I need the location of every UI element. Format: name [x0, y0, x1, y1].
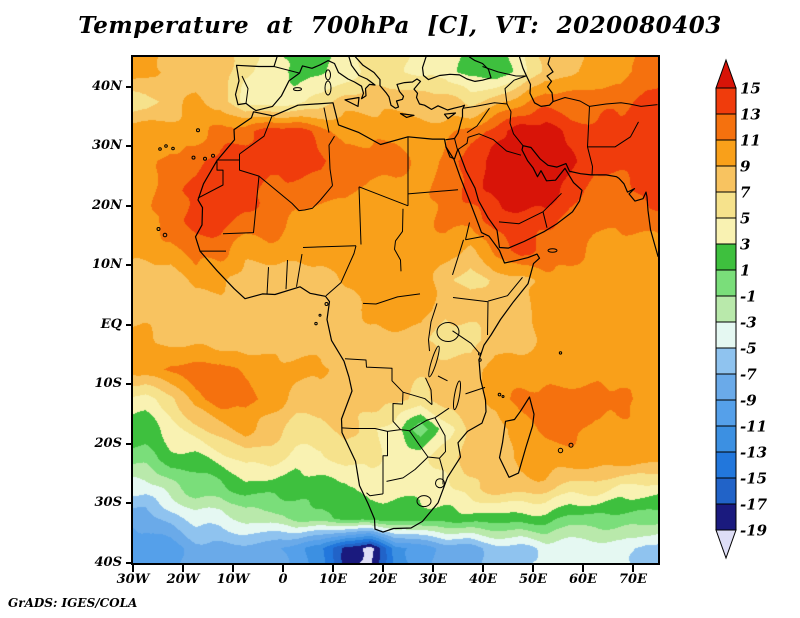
lat-tick-label: 40S: [94, 555, 122, 570]
colorbar-label: -19: [740, 522, 768, 540]
colorbar-label: -17: [740, 496, 768, 514]
colorbar-label: 5: [740, 210, 750, 228]
lat-tick-label: 40N: [92, 78, 122, 94]
colorbar-label: -3: [740, 314, 757, 332]
lon-tick: [132, 565, 134, 572]
colorbar-box: [715, 321, 737, 349]
lat-tick: [126, 264, 133, 267]
map-area: [131, 55, 660, 565]
lon-tick-label: 10E: [319, 572, 347, 587]
lon-tick: [232, 565, 234, 572]
colorbar-label: 13: [740, 106, 761, 124]
lat-tick-label: EQ: [100, 316, 122, 332]
lon-tick-label: 30E: [419, 572, 447, 587]
lon-tick: [332, 565, 334, 572]
colorbar: 15 13 11 9 7 5 3 1 -1 -3 -5 -7 -9 -11 -13 -15 -17 -19: [715, 58, 768, 560]
lon-tick-label: 20E: [369, 572, 397, 587]
lat-tick: [126, 442, 133, 445]
colorbar-box: [715, 217, 737, 245]
plot-title: Temperature at 700hPa [C], VT: 202008040…: [78, 12, 722, 39]
lat-tick-label: 10N: [92, 257, 122, 273]
temperature-shading-canvas: [133, 57, 658, 563]
colorbar-box: [715, 165, 737, 193]
colorbar-label: -13: [740, 444, 767, 462]
lat-tick: [126, 145, 133, 148]
lon-tick-label: 40E: [469, 572, 497, 587]
lon-tick: [182, 565, 184, 572]
colorbar-box: [715, 477, 737, 505]
colorbar-label: -1: [740, 288, 757, 306]
colorbar-label: 15: [740, 80, 761, 98]
lat-tick: [126, 323, 133, 326]
colorbar-label: -11: [740, 418, 767, 436]
colorbar-arrow-bottom: [715, 529, 737, 560]
colorbar-box: [715, 373, 737, 401]
colorbar-arrow-top: [715, 58, 737, 89]
lon-tick: [432, 565, 434, 572]
lon-tick-label: 30W: [116, 572, 150, 587]
colorbar-box: [715, 113, 737, 141]
colorbar-box: [715, 425, 737, 453]
lon-tick: [282, 565, 284, 572]
colorbar-box: [715, 191, 737, 219]
lat-tick-label: 20S: [94, 435, 122, 451]
lon-tick: [532, 565, 534, 572]
colorbar-box: [715, 87, 737, 115]
colorbar-label: 7: [740, 184, 751, 202]
colorbar-label: 11: [740, 132, 761, 150]
colorbar-label: 1: [740, 262, 750, 280]
colorbar-label: 3: [740, 236, 750, 254]
lat-tick: [126, 562, 133, 564]
lon-tick-label: 60E: [569, 572, 597, 587]
lon-tick-label: 50E: [519, 572, 547, 587]
lat-tick-label: 30S: [94, 495, 122, 511]
colorbar-box: [715, 451, 737, 479]
colorbar-box: [715, 399, 737, 427]
colorbar-box: [715, 139, 737, 167]
lon-tick: [382, 565, 384, 572]
lon-tick-label: 0: [278, 572, 288, 587]
colorbar-label: 9: [740, 158, 751, 176]
lat-tick-label: 30N: [92, 138, 122, 154]
colorbar-box: [715, 295, 737, 323]
lon-tick: [632, 565, 634, 572]
colorbar-box: [715, 269, 737, 297]
lat-tick-label: 20N: [92, 197, 122, 213]
colorbar-box: [715, 347, 737, 375]
lat-tick: [126, 204, 133, 207]
lon-tick: [482, 565, 484, 572]
colorbar-label: -5: [740, 340, 757, 358]
lat-tick: [126, 85, 133, 88]
colorbar-label: -7: [740, 366, 757, 384]
lat-tick: [126, 383, 133, 386]
colorbar-label: -15: [740, 470, 767, 488]
lon-tick: [582, 565, 584, 572]
attribution-text: GrADS: IGES/COLA: [8, 596, 138, 610]
lat-tick-label: 10S: [94, 376, 122, 392]
lon-tick-label: 10W: [216, 572, 250, 587]
colorbar-label: -9: [740, 392, 757, 410]
lon-tick-label: 70E: [619, 572, 647, 587]
lon-tick-label: 20W: [166, 572, 200, 587]
colorbar-box: [715, 503, 737, 531]
colorbar-box: [715, 243, 737, 271]
lat-tick: [126, 502, 133, 505]
